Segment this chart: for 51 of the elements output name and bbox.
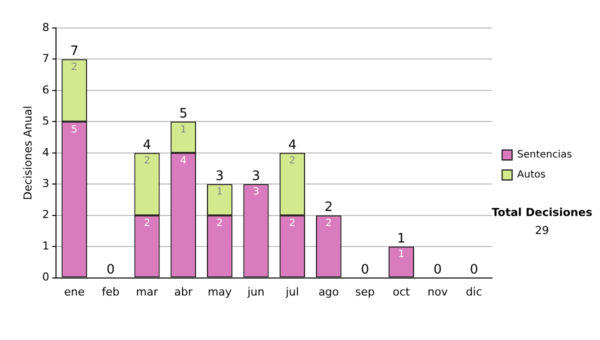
y-tick-label: 2 <box>42 208 50 222</box>
x-tick-label: ene <box>64 285 85 298</box>
legend-label: Autos <box>517 170 546 181</box>
y-tick-label: 1 <box>42 239 50 252</box>
data-label: 3 <box>252 186 260 198</box>
data-label: 2 <box>144 218 150 229</box>
data-label: 1 <box>180 124 187 136</box>
x-tick-label: oct <box>392 285 411 298</box>
data-label: 1 <box>216 186 223 198</box>
x-tick-label: abr <box>174 285 193 298</box>
total-label: 1 <box>397 231 406 246</box>
x-tick-label: dic <box>466 285 482 298</box>
total-label: 0 <box>470 262 478 278</box>
y-tick-label: 8 <box>42 20 50 34</box>
total-label: 3 <box>216 169 224 184</box>
legend-label: Sentencias <box>517 150 572 161</box>
data-label: 2 <box>216 218 223 229</box>
x-tick-label: jun <box>246 285 265 298</box>
total-label: 0 <box>106 262 115 278</box>
data-label: 2 <box>144 155 150 166</box>
x-tick-label: mar <box>136 285 158 298</box>
data-label: 2 <box>71 62 78 73</box>
total-label: 2 <box>324 200 333 216</box>
x-tick-label: ago <box>318 285 340 298</box>
x-tick-label: nov <box>428 285 448 298</box>
x-tick-label: jul <box>284 285 299 298</box>
total-label: 0 <box>360 262 370 278</box>
total-label: 0 <box>434 262 442 278</box>
total-label: 3 <box>252 169 260 184</box>
y-tick-label: 7 <box>42 52 50 66</box>
total-label: 4 <box>142 138 152 153</box>
data-label: 1 <box>398 249 405 260</box>
total-label: 5 <box>179 106 188 122</box>
annotation: Total Decisiones <box>492 206 593 219</box>
y-tick-label: 5 <box>42 114 50 128</box>
data-label: 4 <box>180 155 187 166</box>
y-tick-label: 6 <box>42 83 50 96</box>
x-tick-label: may <box>208 285 232 298</box>
text: 29 <box>535 224 549 237</box>
data-label: 5 <box>71 124 78 136</box>
total-label: 7 <box>70 44 79 60</box>
y-tick-label: 3 <box>42 176 50 190</box>
y-tick-label: 4 <box>42 146 50 159</box>
x-tick-label: sep <box>355 285 375 298</box>
y-tick-label: 0 <box>42 270 50 284</box>
y-axis-title: Decisiones Anual <box>21 106 34 200</box>
data-label: 2 <box>289 155 296 166</box>
total-label: 4 <box>288 138 296 153</box>
data-label: 2 <box>325 218 332 229</box>
x-tick-label: feb <box>102 285 120 298</box>
data-label: 2 <box>289 218 296 229</box>
